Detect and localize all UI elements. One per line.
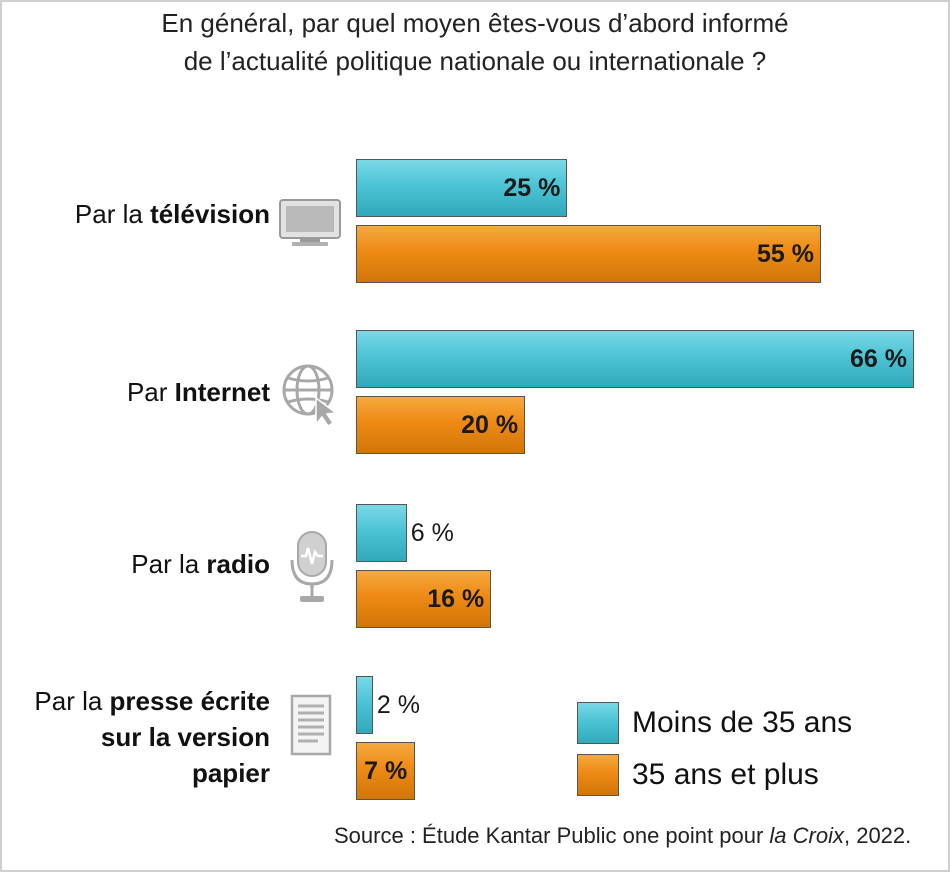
value-label-presse-35-plus: 7 %: [364, 757, 408, 785]
legend-label-35-plus: 35 ans et plus: [632, 758, 819, 791]
bar-internet-moins-35: [356, 330, 914, 388]
value-label-television-moins-35: 25 %: [503, 174, 561, 202]
bar-radio-35-plus: [356, 570, 492, 628]
chart-title-line-1: En général, par quel moyen êtes-vous d’a…: [161, 8, 789, 38]
bar-radio-moins-35: [356, 504, 407, 562]
value-label-television-35-plus: 55 %: [757, 240, 814, 268]
value-label-internet-moins-35: 66 %: [850, 345, 907, 373]
category-label-television: Par la télévision: [74, 199, 270, 229]
bar-television-35-plus: [356, 225, 821, 283]
value-label-presse-moins-35: 2 %: [376, 691, 420, 719]
newspaper-icon: [290, 694, 332, 756]
value-label-radio-35-plus: 16 %: [427, 585, 485, 613]
legend-swatch-35-plus: [577, 754, 619, 796]
bar-television-moins-35: [356, 159, 568, 217]
chart-title-line-2: de l’actualité politique nationale ou in…: [183, 46, 767, 76]
value-label-internet-35-plus: 20 %: [461, 411, 519, 439]
value-label-radio-moins-35: 6 %: [410, 519, 454, 547]
legend-swatch-moins-35: [577, 702, 619, 744]
category-label-radio: Par la radio: [131, 549, 270, 579]
category-label-presse: Par la presse écrite sur la version papi…: [34, 686, 270, 788]
category-label-internet: Par Internet: [126, 377, 270, 407]
microphone-icon: [290, 531, 334, 602]
legend-label-moins-35: Moins de 35 ans: [632, 706, 853, 739]
bar-presse-moins-35: [356, 676, 373, 734]
bar-presse-35-plus: [356, 742, 416, 800]
television-icon: [279, 199, 341, 246]
bar-internet-35-plus: [356, 396, 526, 454]
globe-cursor-icon: [282, 364, 338, 428]
source-note: Source : Étude Kantar Public one point p…: [334, 823, 912, 848]
